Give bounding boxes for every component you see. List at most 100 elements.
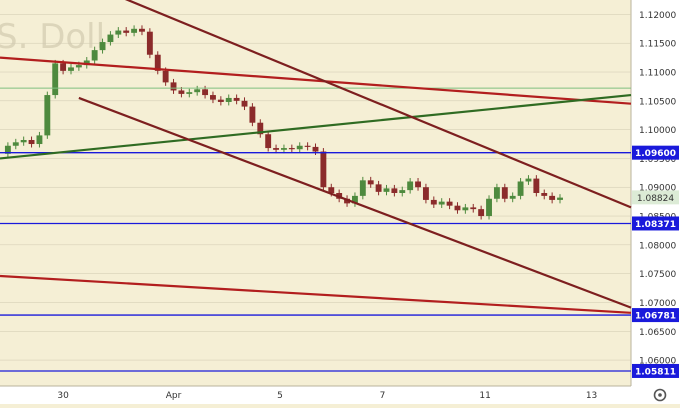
price-level-label: 1.05811: [635, 367, 676, 377]
x-tick-label: 13: [586, 391, 597, 401]
y-tick-label: 1.11500: [639, 40, 676, 50]
candle-body: [217, 99, 224, 102]
candle-body: [281, 148, 287, 150]
candle-body: [233, 97, 240, 101]
maroon-trend-line: [78, 96, 632, 309]
candle-body: [52, 63, 59, 96]
price-level-label: 1.08371: [635, 220, 676, 230]
candle-body: [75, 65, 82, 68]
y-tick-label: 1.06500: [639, 328, 676, 338]
candle-body: [422, 187, 429, 200]
y-tick-label: 1.09000: [639, 184, 676, 194]
candles: [4, 25, 563, 220]
candle-body: [186, 92, 193, 94]
candle-body: [265, 134, 272, 149]
candle-body: [4, 145, 11, 154]
gear-icon-center: [658, 393, 662, 397]
candle-body: [28, 139, 35, 145]
candle-body: [273, 148, 280, 150]
candle-body: [525, 178, 532, 182]
x-tick-label: 30: [57, 391, 69, 401]
price-level-badge: [632, 308, 679, 323]
x-tick-label: Apr: [166, 391, 182, 401]
candle-body: [430, 199, 437, 205]
price-level-badge: [632, 145, 679, 160]
candle-body: [60, 63, 67, 71]
price-levels: [0, 87, 631, 372]
candle-body: [454, 205, 461, 211]
price-level-badge: [632, 216, 679, 231]
candle-body: [557, 197, 563, 200]
price-level-label: 1.09600: [635, 149, 676, 159]
candle-body: [170, 82, 177, 91]
candle-body: [462, 207, 469, 211]
x-tick-label: 7: [380, 391, 386, 401]
candle-body: [99, 42, 106, 51]
candle-body: [194, 89, 201, 93]
candle-body: [391, 188, 398, 193]
candle-body: [478, 209, 485, 217]
candle-body: [202, 89, 209, 96]
y-tick-label: 1.06000: [639, 357, 676, 367]
candle-body: [20, 139, 27, 143]
settings-button[interactable]: [653, 388, 667, 402]
candle-body: [344, 198, 350, 204]
y-tick-label: 1.12000: [639, 11, 676, 21]
candle-body: [509, 195, 516, 199]
x-tick-label: 5: [277, 391, 283, 401]
current-price-badge: [632, 190, 679, 205]
candle-body: [44, 95, 51, 136]
watermark: S. Doll: [0, 17, 105, 57]
candle-body: [493, 187, 500, 199]
candle-body: [139, 28, 145, 32]
candle-body: [257, 122, 264, 135]
candle-body: [178, 90, 185, 94]
candle-body: [68, 67, 74, 71]
candle-body: [83, 60, 90, 66]
candle-body: [36, 135, 43, 145]
candle-body: [146, 31, 153, 55]
grid: [0, 14, 631, 361]
candle-body: [359, 180, 366, 196]
candle-body: [312, 146, 319, 152]
y-tick-label: 1.11000: [639, 69, 676, 79]
candle-body: [549, 195, 556, 200]
candle-body: [320, 151, 327, 188]
price-level-badge: [632, 363, 679, 378]
candle-body: [446, 201, 453, 206]
candle-body: [533, 178, 540, 193]
candle-body: [162, 70, 169, 83]
candle-body: [367, 180, 374, 185]
candle-body: [131, 28, 138, 33]
candle-body: [541, 193, 548, 196]
red-trend-line: [0, 274, 632, 314]
y-tick-label: 1.07000: [639, 299, 676, 309]
y-tick-label: 1.08000: [639, 241, 676, 251]
gear-icon[interactable]: [653, 388, 667, 402]
maroon-trend-line: [124, 0, 632, 209]
candle-body: [383, 188, 390, 192]
x-tick-labels: 30 Apr 5 7 11 13: [57, 391, 597, 401]
candle-body: [296, 145, 303, 150]
candle-body: [501, 187, 508, 199]
candle-body: [304, 145, 311, 147]
candle-body: [107, 34, 114, 43]
candle-body: [399, 190, 406, 193]
x-tick-label: 11: [479, 391, 490, 401]
candle-body: [486, 198, 492, 217]
candle-body: [225, 97, 232, 102]
price-badges: 1.09600 1.08371 1.06781 1.05811 1.08824: [632, 145, 679, 378]
candle-body: [210, 95, 216, 100]
trend-lines: [0, 0, 632, 314]
current-price-label: 1.08824: [637, 194, 674, 204]
y-tick-label: 1.07500: [639, 270, 676, 280]
time-axis-background: [0, 386, 631, 404]
candle-body: [91, 50, 98, 61]
candle-body: [154, 54, 161, 71]
candle-body: [241, 100, 248, 107]
y-tick-label: 1.10500: [639, 97, 676, 107]
candle-body: [12, 142, 19, 146]
price-level-label: 1.06781: [635, 312, 676, 322]
candle-body: [407, 181, 414, 191]
